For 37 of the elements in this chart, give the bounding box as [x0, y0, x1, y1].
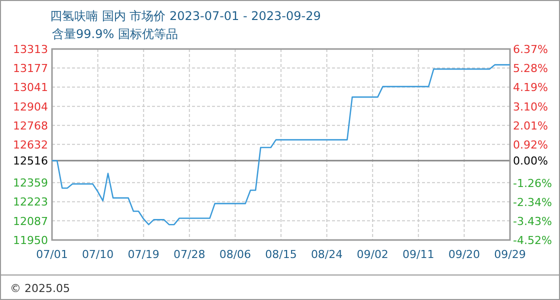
x-tick-label: 09/11 [402, 248, 434, 261]
y2-tick-label: 0.92% [513, 138, 548, 152]
y2-tick-label: 3.10% [513, 100, 548, 114]
y-tick-label: 12359 [13, 176, 48, 190]
y-tick-label: 13177 [13, 62, 48, 76]
text: © 2025.05 [10, 282, 70, 295]
x-tick-label: 09/29 [494, 248, 526, 261]
x-tick-label: 08/24 [310, 248, 343, 261]
chart-subtitle: 含量99.9% 国标优等品 [52, 27, 178, 41]
y-tick-label: 12223 [13, 196, 48, 209]
y2-tick-label: 5.28% [513, 62, 548, 76]
y2-tick-label: -3.43% [513, 214, 552, 228]
y2-tick-label: -4.52% [513, 234, 552, 247]
y-tick-label: 12087 [13, 214, 48, 228]
x-tick-label: 09/02 [356, 248, 388, 261]
y2-tick-label: 4.19% [513, 81, 548, 94]
y-tick-label: 12768 [13, 119, 48, 132]
y-tick-label: 12904 [13, 100, 48, 114]
x-tick-label: 09/20 [448, 248, 480, 261]
chart-title: 四氢呋喃 国内 市场价 2023-07-01 - 2023-09-29 [50, 9, 321, 23]
y-tick-label: 13041 [13, 81, 48, 94]
x-tick-label: 07/01 [36, 248, 68, 261]
x-tick-label: 07/19 [128, 248, 160, 261]
x-tick-label: 07/28 [174, 248, 206, 261]
x-tick-label: 08/06 [219, 248, 252, 261]
y2-tick-label: -1.26% [513, 176, 552, 190]
y2-tick-label: 0.00% [513, 154, 548, 168]
y2-tick-label: -2.34% [513, 196, 552, 209]
y2-tick-label: 2.01% [513, 119, 548, 132]
y2-tick-label: 6.37% [513, 43, 548, 56]
y-tick-label: 12632 [13, 138, 48, 152]
y-tick-label: 12516 [13, 154, 48, 168]
y-tick-label: 13313 [13, 43, 48, 56]
y-tick-label: 11950 [13, 234, 48, 247]
line-series [51, 64, 511, 226]
x-tick-label: 07/10 [82, 248, 114, 261]
x-tick-label: 08/15 [265, 248, 297, 261]
